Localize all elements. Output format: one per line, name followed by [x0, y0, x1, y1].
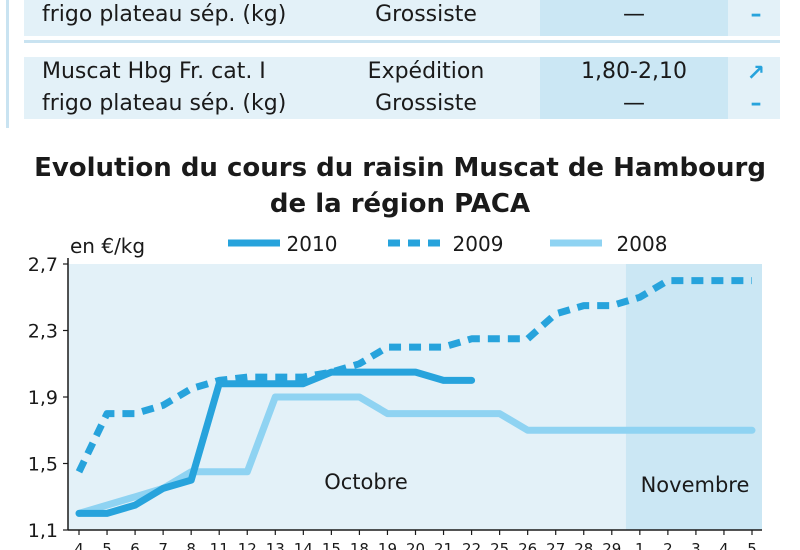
chart-title-line-1: Evolution du cours du raisin Muscat de H… [34, 153, 766, 183]
trend-up-icon: ↗ [746, 61, 766, 86]
y-axis-label: en €/kg [70, 234, 145, 258]
stage-line-2: Grossiste [375, 2, 477, 27]
x-tick-label: 8 [186, 540, 196, 550]
x-tick-label: 20 [406, 540, 425, 550]
price-cell: 1,80-2,10 — [540, 57, 728, 119]
stage-line-2: Grossiste [375, 91, 477, 116]
price-line-2: — [623, 2, 645, 27]
x-tick-label: 5 [747, 540, 757, 550]
x-tick-label: 3 [691, 540, 701, 550]
stage-line-1: Expédition [367, 59, 485, 84]
x-tick-label: 26 [518, 540, 537, 550]
table-row: Muscat Hbg Fr. cat. I frigo plateau sép.… [24, 57, 780, 119]
y-tick-label: 2,3 [28, 321, 58, 343]
x-tick-label: 7 [158, 540, 168, 550]
trend-line-2: – [750, 2, 762, 27]
period-label-octobre: Octobre [324, 470, 408, 494]
row-separator [24, 40, 780, 43]
x-tick-label: 21 [434, 540, 453, 550]
x-tick-label: 11 [210, 540, 229, 550]
x-tick-label: 29 [602, 540, 621, 550]
y-tick-label: 1,1 [28, 520, 58, 542]
product-cell: Muscat Hbg Fr. cat. I frigo plateau sép.… [24, 57, 312, 119]
legend-label-2008: 2008 [617, 232, 668, 256]
x-tick-label: 22 [462, 540, 481, 550]
legend-label-2010: 2010 [287, 232, 338, 256]
x-tick-label: 25 [490, 540, 509, 550]
price-table: frigo plateau sép. (kg) Grossiste — – Mu… [0, 0, 800, 128]
x-tick-label: 1 [635, 540, 645, 550]
product-line-2: frigo plateau sép. (kg) [42, 2, 287, 27]
x-tick-label: 28 [574, 540, 593, 550]
trend-cell: – [732, 0, 780, 36]
trend-line-2: – [750, 91, 762, 116]
table-row: frigo plateau sép. (kg) Grossiste — – [24, 0, 780, 36]
x-tick-label: 15 [322, 540, 341, 550]
stage-cell: Expédition Grossiste [316, 57, 536, 119]
price-cell: — [540, 0, 728, 36]
stage-cell: Grossiste [316, 0, 536, 36]
x-tick-label: 4 [74, 540, 84, 550]
x-tick-label: 4 [719, 540, 729, 550]
x-tick-label: 12 [238, 540, 257, 550]
series-line-2009 [75, 277, 752, 474]
chart-title-line-2: de la région PACA [269, 189, 531, 219]
x-tick-label: 14 [294, 540, 313, 550]
x-tick-label: 27 [546, 540, 565, 550]
y-tick-label: 1,5 [28, 454, 58, 476]
x-tick-label: 18 [350, 540, 369, 550]
november-background [625, 264, 762, 530]
series-line-2010 [75, 368, 476, 517]
x-tick-label: 6 [130, 540, 140, 550]
legend-label-2009: 2009 [453, 232, 504, 256]
y-tick-label: 2,7 [28, 254, 58, 276]
period-label-novembre: Novembre [641, 473, 750, 497]
product-line-1: Muscat Hbg Fr. cat. I [42, 59, 266, 84]
y-tick-label: 1,9 [28, 387, 58, 409]
table-left-border [6, 0, 9, 128]
x-tick-label: 13 [266, 540, 285, 550]
x-tick-label: 5 [102, 540, 112, 550]
trend-cell: ↗ – [732, 57, 780, 119]
product-cell: frigo plateau sép. (kg) [24, 0, 312, 36]
price-line-1: 1,80-2,10 [581, 59, 687, 84]
price-line-2: — [623, 91, 645, 116]
x-tick-label: 2 [663, 540, 673, 550]
x-tick-label: 19 [378, 540, 397, 550]
product-line-2: frigo plateau sép. (kg) [42, 91, 287, 116]
chart-title: Evolution du cours du raisin Muscat de H… [0, 150, 800, 222]
